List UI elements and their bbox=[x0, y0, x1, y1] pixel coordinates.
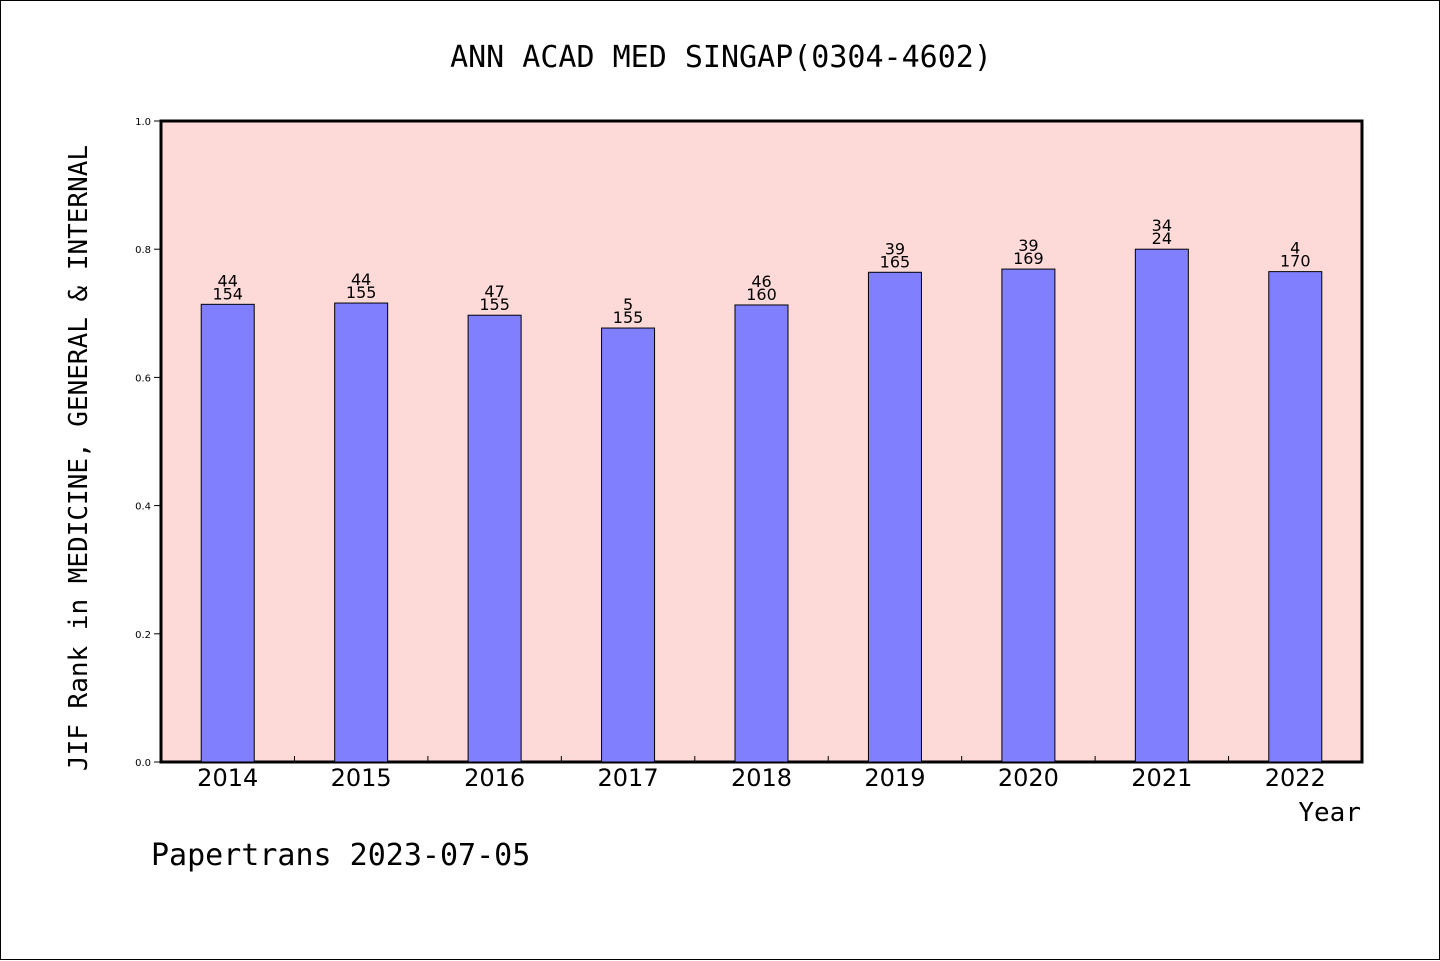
x-tick-label: 2020 bbox=[998, 764, 1059, 792]
bar-label-top: 44 bbox=[351, 270, 371, 289]
bar-label-top: 39 bbox=[885, 239, 905, 258]
x-tick-label: 2019 bbox=[864, 764, 925, 792]
bar-label-bottom: 155 bbox=[479, 295, 510, 314]
bar bbox=[1268, 271, 1323, 763]
y-tick-label: 0.4 bbox=[135, 502, 151, 513]
bar bbox=[467, 314, 522, 763]
bar-label-top: 46 bbox=[751, 272, 771, 291]
bar-label-bottom: 154 bbox=[212, 284, 243, 303]
bar bbox=[1134, 248, 1189, 763]
x-tick-label: 2017 bbox=[598, 764, 659, 792]
y-axis: 0.0 0.2 0.4 0.6 0.8 1.0 bbox=[135, 117, 161, 769]
bar bbox=[601, 327, 656, 763]
y-tick-label: 0.6 bbox=[135, 373, 151, 384]
bar-label-top: 39 bbox=[1018, 236, 1038, 255]
footer-credit: Papertrans 2023-07-05 bbox=[151, 838, 530, 873]
x-tick-label: 2022 bbox=[1265, 764, 1326, 792]
x-tick-label: 2018 bbox=[731, 764, 792, 792]
bar-label-bottom: 165 bbox=[880, 252, 911, 271]
bar-label-bottom: 24 bbox=[1152, 229, 1172, 248]
bar bbox=[1001, 268, 1056, 763]
bar-label-bottom: 169 bbox=[1013, 249, 1044, 268]
chart-title: ANN ACAD MED SINGAP(0304-4602) bbox=[450, 40, 992, 75]
bar-label-top: 44 bbox=[218, 271, 238, 290]
bar bbox=[734, 304, 789, 763]
bar-label-top: 4 bbox=[1290, 239, 1300, 258]
bar-label-bottom: 155 bbox=[613, 308, 644, 327]
bar bbox=[867, 271, 922, 763]
bar-label-top: 5 bbox=[623, 295, 633, 314]
bar-label-bottom: 155 bbox=[346, 283, 377, 302]
bar-series bbox=[200, 248, 1323, 763]
bar-label-bottom: 170 bbox=[1280, 252, 1311, 271]
bar-label-top: 47 bbox=[484, 282, 504, 301]
x-axis: 2014 2015 2016 2017 2018 2019 2020 2021 2022 bbox=[197, 756, 1326, 792]
bar bbox=[200, 303, 255, 763]
bar bbox=[334, 302, 389, 763]
y-tick-label: 0.8 bbox=[135, 245, 151, 256]
x-axis-label: Year bbox=[1298, 798, 1361, 828]
y-tick-label: 1.0 bbox=[135, 117, 151, 128]
x-tick-label: 2015 bbox=[331, 764, 392, 792]
x-tick-label: 2016 bbox=[464, 764, 525, 792]
y-tick-label: 0.0 bbox=[135, 758, 151, 769]
x-tick-label: 2014 bbox=[197, 764, 258, 792]
bar-label-top: 34 bbox=[1152, 216, 1172, 235]
bar-label-bottom: 160 bbox=[746, 285, 777, 304]
x-tick-label: 2021 bbox=[1131, 764, 1192, 792]
y-axis-label: JIF Rank in MEDICINE, GENERAL & INTERNAL bbox=[64, 145, 94, 771]
y-tick-label: 0.2 bbox=[135, 630, 151, 641]
